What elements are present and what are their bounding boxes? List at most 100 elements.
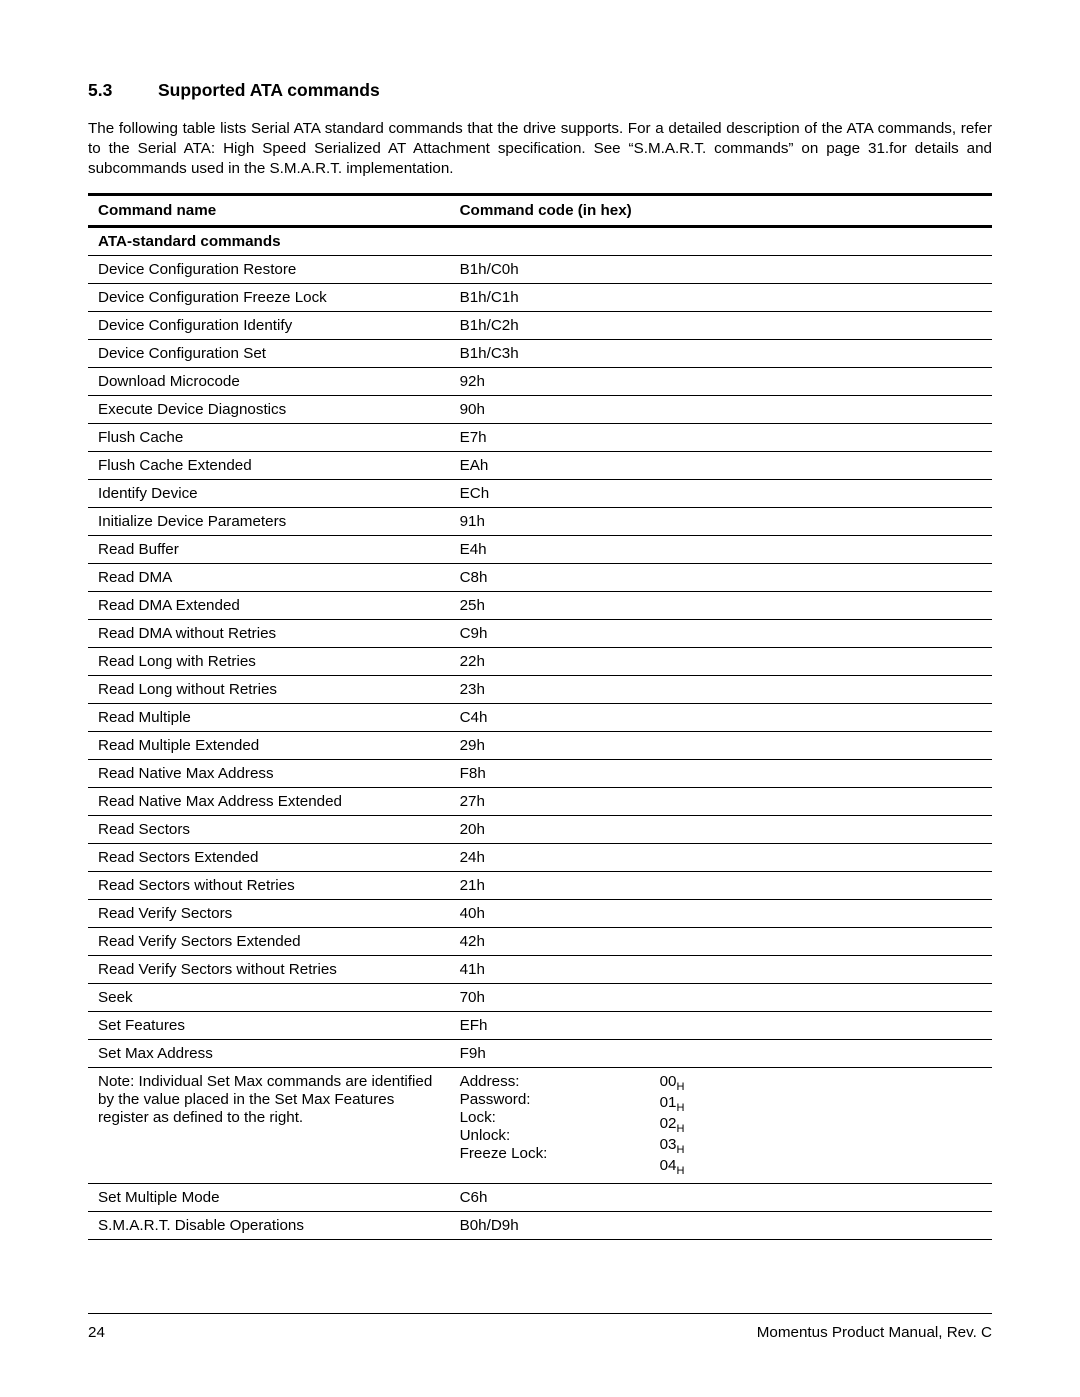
command-code-cell: 90h	[450, 396, 992, 424]
table-row: S.M.A.R.T. Disable OperationsB0h/D9h	[88, 1212, 992, 1240]
table-row: Read Verify Sectors without Retries41h	[88, 956, 992, 984]
command-name-cell: Read Verify Sectors Extended	[88, 928, 450, 956]
command-name-cell: Flush Cache	[88, 424, 450, 452]
manual-title: Momentus Product Manual, Rev. C	[757, 1324, 992, 1341]
command-code-cell: C8h	[450, 564, 992, 592]
table-row: Read Verify Sectors40h	[88, 900, 992, 928]
set-max-value: 03H	[660, 1136, 685, 1157]
command-code-cell: B1h/C0h	[450, 256, 992, 284]
command-code-cell: 40h	[450, 900, 992, 928]
header-command-name: Command name	[88, 195, 450, 227]
table-row: Device Configuration Freeze LockB1h/C1h	[88, 284, 992, 312]
table-row: Device Configuration RestoreB1h/C0h	[88, 256, 992, 284]
table-row: Seek70h	[88, 984, 992, 1012]
table-row: Set FeaturesEFh	[88, 1012, 992, 1040]
command-code-cell: ECh	[450, 480, 992, 508]
command-code-cell: 92h	[450, 368, 992, 396]
command-code-cell: 24h	[450, 844, 992, 872]
command-name-cell: Execute Device Diagnostics	[88, 396, 450, 424]
command-code-cell: E4h	[450, 536, 992, 564]
command-name-cell: Read Multiple Extended	[88, 732, 450, 760]
table-row: Execute Device Diagnostics90h	[88, 396, 992, 424]
command-code-cell: B1h/C3h	[450, 340, 992, 368]
command-name-cell: Read DMA	[88, 564, 450, 592]
section-title: Supported ATA commands	[158, 80, 380, 100]
command-name-cell: Set Max Address	[88, 1040, 450, 1068]
table-subheading-row: ATA-standard commands	[88, 227, 992, 256]
set-max-value: 04H	[660, 1157, 685, 1178]
set-max-value: 00H	[660, 1073, 685, 1094]
set-max-value: 02H	[660, 1115, 685, 1136]
section-number: 5.3	[88, 80, 158, 101]
command-name-cell: Read Sectors Extended	[88, 844, 450, 872]
page: 5.3Supported ATA commands The following …	[0, 0, 1080, 1397]
command-code-cell: 27h	[450, 788, 992, 816]
table-row: Set Multiple ModeC6h	[88, 1184, 992, 1212]
command-name-cell: Set Features	[88, 1012, 450, 1040]
command-code-cell: 22h	[450, 648, 992, 676]
table-row: Initialize Device Parameters91h	[88, 508, 992, 536]
command-code-cell: EAh	[450, 452, 992, 480]
table-row: Read Multiple Extended29h	[88, 732, 992, 760]
set-max-label: Freeze Lock:	[460, 1145, 660, 1163]
command-code-cell: 41h	[450, 956, 992, 984]
set-max-label: Address:	[460, 1073, 660, 1091]
table-row: Identify DeviceECh	[88, 480, 992, 508]
table-subheading: ATA-standard commands	[88, 227, 992, 256]
table-header-row: Command name Command code (in hex)	[88, 195, 992, 227]
command-name-cell: Read Sectors	[88, 816, 450, 844]
command-code-cell: 23h	[450, 676, 992, 704]
page-number: 24	[88, 1324, 105, 1341]
section-heading: 5.3Supported ATA commands	[88, 80, 992, 101]
set-max-values: 00H01H02H03H04H	[660, 1073, 685, 1178]
command-code-cell: 42h	[450, 928, 992, 956]
command-name-cell: Device Configuration Restore	[88, 256, 450, 284]
header-command-code: Command code (in hex)	[450, 195, 992, 227]
command-name-cell: Read DMA without Retries	[88, 620, 450, 648]
command-name-cell: Set Multiple Mode	[88, 1184, 450, 1212]
command-code-cell: F9h	[450, 1040, 992, 1068]
command-code-cell: C9h	[450, 620, 992, 648]
command-name-cell: Download Microcode	[88, 368, 450, 396]
command-name-cell: Read Buffer	[88, 536, 450, 564]
table-row: Read DMAC8h	[88, 564, 992, 592]
command-code-cell: 21h	[450, 872, 992, 900]
set-max-value: 01H	[660, 1094, 685, 1115]
command-code-cell: B1h/C2h	[450, 312, 992, 340]
command-name-cell: Initialize Device Parameters	[88, 508, 450, 536]
command-code-cell: B0h/D9h	[450, 1212, 992, 1240]
command-name-cell: Read Multiple	[88, 704, 450, 732]
table-row: Read Verify Sectors Extended42h	[88, 928, 992, 956]
command-code-cell: EFh	[450, 1012, 992, 1040]
command-code-cell: 29h	[450, 732, 992, 760]
set-max-codes-cell: Address:Password:Lock:Unlock:Freeze Lock…	[450, 1068, 992, 1184]
command-code-cell: 91h	[450, 508, 992, 536]
page-footer: 24 Momentus Product Manual, Rev. C	[88, 1313, 992, 1341]
command-name-cell: Read Long with Retries	[88, 648, 450, 676]
table-row: Read Sectors Extended24h	[88, 844, 992, 872]
table-row: Flush Cache ExtendedEAh	[88, 452, 992, 480]
command-code-cell: C4h	[450, 704, 992, 732]
command-name-cell: Device Configuration Set	[88, 340, 450, 368]
command-name-cell: Device Configuration Freeze Lock	[88, 284, 450, 312]
table-row: Read Native Max Address Extended27h	[88, 788, 992, 816]
set-max-label: Lock:	[460, 1109, 660, 1127]
command-code-cell: 25h	[450, 592, 992, 620]
set-max-labels: Address:Password:Lock:Unlock:Freeze Lock…	[460, 1073, 660, 1178]
command-name-cell: Read DMA Extended	[88, 592, 450, 620]
command-code-cell: F8h	[450, 760, 992, 788]
table-row: Read DMA Extended25h	[88, 592, 992, 620]
table-row: Download Microcode92h	[88, 368, 992, 396]
command-name-cell: Read Sectors without Retries	[88, 872, 450, 900]
command-code-cell: 20h	[450, 816, 992, 844]
ata-commands-table: Command name Command code (in hex) ATA-s…	[88, 193, 992, 1240]
set-max-note-cell: Note: Individual Set Max commands are id…	[88, 1068, 450, 1184]
table-row: Read Long with Retries22h	[88, 648, 992, 676]
command-code-cell: B1h/C1h	[450, 284, 992, 312]
command-name-cell: Read Long without Retries	[88, 676, 450, 704]
command-name-cell: S.M.A.R.T. Disable Operations	[88, 1212, 450, 1240]
table-row: Read DMA without RetriesC9h	[88, 620, 992, 648]
command-name-cell: Read Verify Sectors	[88, 900, 450, 928]
table-row: Flush CacheE7h	[88, 424, 992, 452]
command-name-cell: Seek	[88, 984, 450, 1012]
